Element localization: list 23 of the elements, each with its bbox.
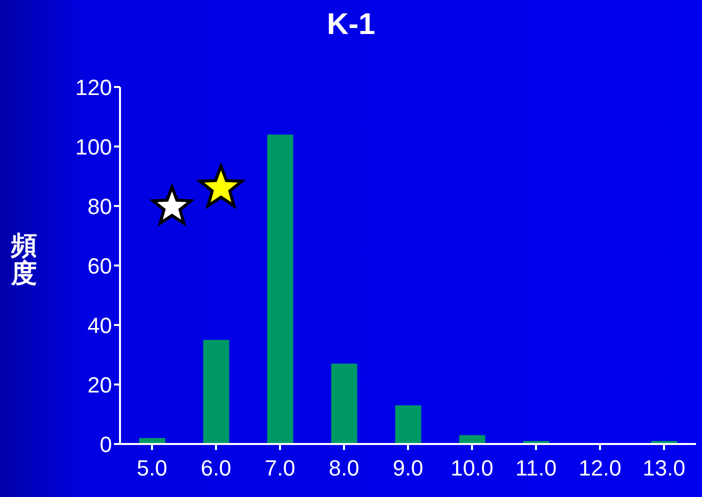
x-tick-label: 9.0 <box>392 456 424 481</box>
y-tick-label: 80 <box>88 194 112 219</box>
y-tick-label: 0 <box>100 432 112 457</box>
y-tick-label: 120 <box>75 74 112 100</box>
bar <box>331 364 358 444</box>
bar <box>267 134 294 444</box>
y-tick-label: 100 <box>75 134 112 160</box>
x-tick-label: 7.0 <box>264 456 296 481</box>
x-tick-label: 11.0 <box>515 456 557 481</box>
x-tick-label: 6.0 <box>200 456 232 481</box>
y-tick-label: 20 <box>88 372 112 398</box>
bar <box>395 405 422 444</box>
x-tick-label: 13.0 <box>642 456 686 481</box>
bar <box>203 340 230 444</box>
bar <box>459 435 486 444</box>
y-tick-label: 60 <box>88 253 112 278</box>
x-tick-label: 8.0 <box>328 456 360 481</box>
x-tick-label: 12.0 <box>578 456 622 481</box>
x-tick-label: 10.0 <box>450 456 494 481</box>
y-tick-label: 40 <box>88 312 112 338</box>
x-tick-label: 5.0 <box>136 456 168 481</box>
chart-title: K-1 <box>326 8 376 42</box>
y-axis-title: 頻度 <box>10 231 38 289</box>
